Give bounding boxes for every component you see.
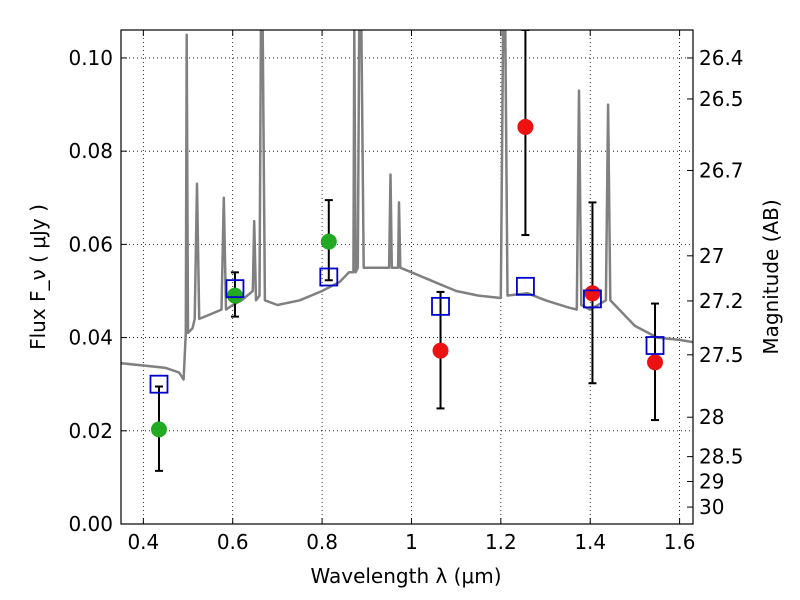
data-point <box>432 342 449 359</box>
data-point <box>320 233 337 250</box>
spectrum-line <box>121 30 693 381</box>
right-axis-label: Magnitude (AB) <box>759 199 783 354</box>
y-tick-label: 0.08 <box>68 139 113 163</box>
model-photometry-point <box>319 267 339 287</box>
right-tick-label: 28 <box>699 405 724 429</box>
x-tick-label: 1 <box>405 530 418 554</box>
model-photometry-point <box>583 289 602 309</box>
data-markers <box>149 118 665 438</box>
x-tick-label: 1.4 <box>574 530 606 554</box>
data-point <box>517 118 534 135</box>
model-photometry-point <box>149 374 169 394</box>
y-tick-label: 0.06 <box>68 232 113 256</box>
right-tick-label: 27 <box>699 244 724 268</box>
model-photometry-point <box>431 296 450 316</box>
right-tick-label: 26.4 <box>699 46 744 70</box>
data-point <box>647 354 664 371</box>
y-tick-label: 0.02 <box>68 419 113 443</box>
right-tick-label: 29 <box>699 469 724 493</box>
right-tick-label: 30 <box>699 495 724 519</box>
data-point <box>150 421 167 438</box>
plot-frame <box>120 29 694 525</box>
x-axis-label: Wavelength λ (μm) <box>310 564 501 588</box>
right-tick-label: 26.5 <box>699 87 744 111</box>
data-point <box>226 287 243 304</box>
y-tick-label: 0.10 <box>68 46 113 70</box>
right-tick-label: 27.2 <box>699 289 744 313</box>
y-tick-label: 0.00 <box>68 512 113 536</box>
model-spectrum <box>121 30 693 381</box>
x-tick-label: 0.6 <box>217 530 249 554</box>
right-tick-label: 27.5 <box>699 343 744 367</box>
right-tick-label: 26.7 <box>699 158 744 182</box>
model-photometry-point <box>516 276 535 296</box>
x-tick-label: 0.8 <box>306 530 338 554</box>
model-photometry-point <box>225 279 245 299</box>
y-tick-label: 0.04 <box>68 326 113 350</box>
axis-ticks: 0.4 0.6 0.8 1 1.2 1.4 1.6 0.00 0.02 0.04 0.06 0.08 0… <box>68 30 744 554</box>
data-point <box>584 285 601 302</box>
right-tick-label: 28.5 <box>699 445 744 469</box>
x-tick-label: 0.4 <box>127 530 159 554</box>
x-tick-label: 1.2 <box>485 530 517 554</box>
x-tick-label: 1.6 <box>664 530 696 554</box>
model-photometry-point <box>645 336 665 355</box>
y-axis-label: Flux F_ν ( μJy ) <box>26 204 50 350</box>
